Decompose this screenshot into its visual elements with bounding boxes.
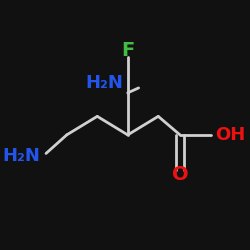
Text: OH: OH [215, 126, 245, 144]
Text: O: O [172, 165, 188, 184]
Text: H₂N: H₂N [86, 74, 123, 92]
Text: F: F [121, 41, 134, 60]
Text: H₂N: H₂N [3, 147, 40, 165]
